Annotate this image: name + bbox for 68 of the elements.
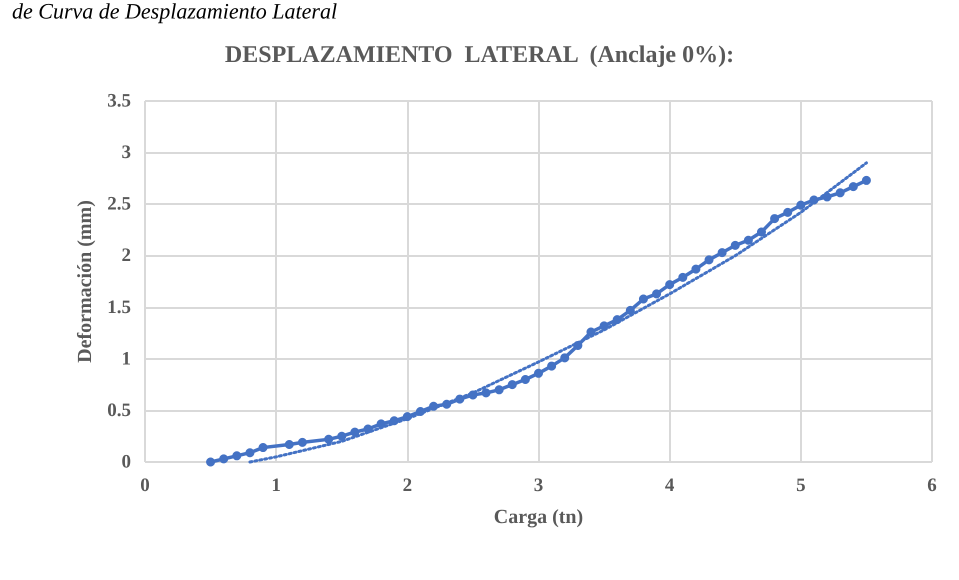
point (429, 402, 438, 411)
point (284, 440, 294, 449)
point (258, 443, 268, 452)
point (626, 306, 635, 315)
point (520, 374, 530, 384)
chart-title: DESPLAZAMIENTO LATERAL (Anclaje 0%): (224, 42, 734, 68)
y-tick-label: 3 (122, 142, 131, 164)
point (796, 200, 806, 210)
point (442, 400, 452, 409)
point (678, 272, 688, 282)
point (324, 434, 334, 444)
point (534, 368, 543, 378)
x-tick-label: 5 (796, 475, 806, 496)
x-tick-label: 1 (271, 475, 281, 496)
y-tick-label: 2.5 (107, 194, 131, 215)
point (508, 380, 517, 390)
x-tick-label: 2 (402, 475, 412, 496)
point (600, 321, 609, 330)
point (416, 406, 425, 416)
point (730, 240, 740, 250)
point (206, 458, 216, 466)
point (691, 264, 700, 274)
point (245, 448, 254, 458)
point (756, 227, 766, 236)
y-tick-label: 0.5 (107, 400, 131, 421)
x-tick-label: 0 (140, 475, 150, 496)
point (494, 385, 504, 394)
point (350, 428, 360, 437)
point (402, 412, 412, 422)
point (718, 248, 727, 258)
point (376, 419, 386, 428)
point (455, 394, 464, 404)
point (547, 362, 556, 371)
point (390, 416, 399, 426)
point (298, 438, 307, 447)
y-tick-label: 0 (122, 452, 131, 472)
point (560, 353, 570, 362)
point (232, 451, 242, 460)
point (848, 182, 858, 192)
point (638, 294, 648, 304)
point (665, 280, 674, 290)
x-tick-label: 3 (534, 475, 544, 496)
point (783, 208, 792, 217)
x-tick-label: 6 (927, 475, 937, 496)
point (836, 188, 845, 198)
point (822, 192, 832, 202)
point (612, 315, 622, 324)
point (744, 236, 753, 245)
point (468, 390, 478, 400)
point (770, 214, 780, 224)
y-tick-label: 2 (122, 245, 131, 266)
point (482, 388, 491, 398)
point (337, 432, 346, 441)
x-tick-label: 4 (664, 475, 675, 496)
point (573, 340, 582, 350)
point (363, 424, 372, 434)
y-tick-label: 1 (122, 348, 131, 370)
point (219, 454, 228, 464)
point (586, 328, 596, 337)
point (809, 196, 818, 205)
text: de Curva de Desplazamiento Lateral (12, 0, 338, 24)
y-tick-label: 1.5 (107, 296, 131, 318)
x-axis-title: Carga (tn) (494, 506, 584, 528)
y-axis-title: Deformación (mm) (74, 200, 96, 363)
point (704, 255, 714, 264)
point (862, 176, 871, 185)
y-tick-label: 3.5 (107, 90, 131, 112)
point (652, 289, 662, 298)
